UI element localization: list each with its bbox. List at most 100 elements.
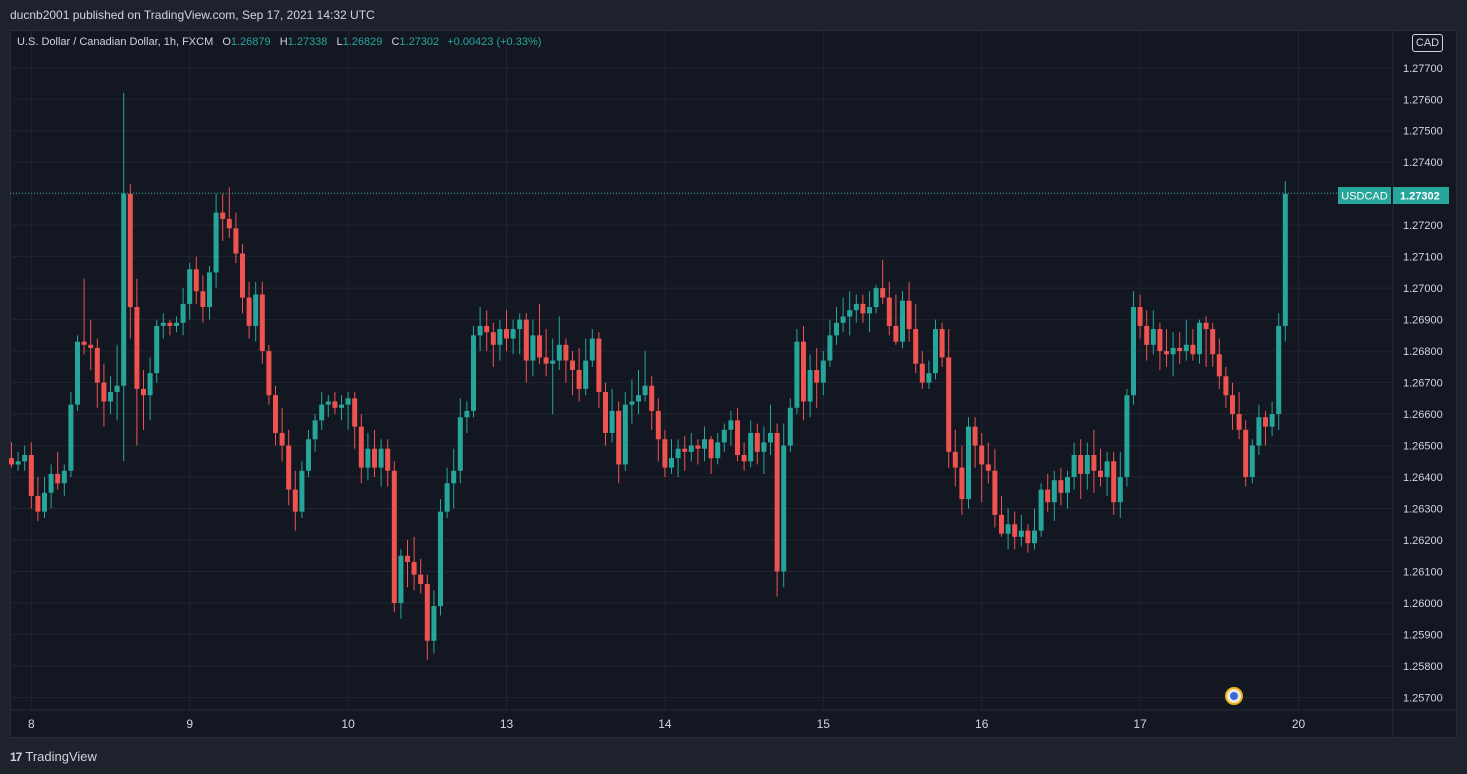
candle-down xyxy=(134,278,140,446)
candle-down xyxy=(484,310,490,352)
candle-down xyxy=(616,401,622,484)
candle-down xyxy=(385,439,391,487)
candle-body xyxy=(880,288,886,298)
candle-body xyxy=(1065,477,1070,493)
candle-body xyxy=(35,495,41,512)
candle-up xyxy=(820,351,826,396)
time-tick-label: 8 xyxy=(28,717,35,731)
candle-body xyxy=(81,341,87,345)
candle-body xyxy=(748,432,754,462)
time-axis[interactable]: 8 9 10 13 14 15 16 17 20 xyxy=(28,717,1306,731)
candle-down xyxy=(913,303,919,374)
candle-down xyxy=(391,461,397,613)
candle-body xyxy=(1269,414,1275,427)
candle-body xyxy=(688,445,694,452)
candle-up xyxy=(761,426,767,474)
candle-up xyxy=(873,285,879,314)
candle-up xyxy=(451,448,457,509)
candle-body xyxy=(1005,524,1011,534)
candle-body xyxy=(662,439,668,468)
candle-body xyxy=(1170,347,1176,355)
candle-body xyxy=(985,464,991,471)
candle-body xyxy=(477,325,483,336)
candle-down xyxy=(81,278,87,355)
candle-body xyxy=(180,303,186,323)
candle-down xyxy=(1111,451,1117,515)
footer-bar xyxy=(0,738,1467,774)
candle-body xyxy=(715,442,721,459)
candle-body xyxy=(246,297,252,326)
candle-body xyxy=(9,458,14,465)
candle-body xyxy=(761,442,767,452)
chart-pane[interactable] xyxy=(10,30,1457,738)
candle-body xyxy=(695,445,701,449)
candle-body xyxy=(1137,307,1143,326)
candle-down xyxy=(985,442,991,484)
candle-body xyxy=(319,404,325,421)
candle-body xyxy=(1104,461,1110,478)
candle-down xyxy=(332,392,338,415)
candle-body xyxy=(1084,455,1090,474)
candle-up xyxy=(464,401,470,433)
candle-body xyxy=(900,300,905,342)
candle-up xyxy=(477,307,483,352)
candle-body xyxy=(728,420,734,430)
candle-down xyxy=(992,448,998,528)
candle-body xyxy=(1243,429,1249,478)
candle-down xyxy=(141,370,146,430)
candle-body xyxy=(530,335,536,361)
candle-down xyxy=(279,407,285,462)
candle-body xyxy=(1249,445,1255,478)
candle-body xyxy=(787,407,793,446)
candle-body xyxy=(418,574,424,585)
candle-body xyxy=(220,212,226,219)
symbol-description[interactable]: U.S. Dollar / Canadian Dollar, 1h, FXCM xyxy=(17,36,214,48)
price-tick-label: 1.26000 xyxy=(1403,598,1443,610)
candle-body xyxy=(484,325,490,333)
candle-body xyxy=(233,228,239,254)
candle-body xyxy=(68,404,74,471)
candle-down xyxy=(1223,366,1229,408)
close-label: C xyxy=(391,36,400,48)
candle-up xyxy=(517,313,523,355)
candle-up xyxy=(345,392,351,430)
candle-up xyxy=(325,395,331,418)
candle-up xyxy=(642,351,648,402)
candle-down xyxy=(9,442,14,468)
candle-down xyxy=(424,574,430,660)
candle-body xyxy=(306,439,311,471)
tradingview-logo[interactable]: 17 TradingView xyxy=(10,749,97,764)
candle-body xyxy=(847,310,853,317)
candle-body xyxy=(1025,530,1031,544)
candle-down xyxy=(576,347,582,402)
candle-body xyxy=(510,329,516,339)
candle-body xyxy=(669,458,674,468)
candle-body xyxy=(88,344,94,348)
candle-body xyxy=(523,319,529,361)
candle-body xyxy=(820,360,826,383)
candle-up xyxy=(807,354,813,418)
candle-body xyxy=(1230,395,1235,415)
candle-body xyxy=(273,395,278,433)
candle-body xyxy=(1157,329,1163,352)
candle-down xyxy=(240,244,245,314)
candle-down xyxy=(801,325,806,421)
candle-body xyxy=(1276,325,1282,415)
candle-body xyxy=(543,357,549,364)
candle-body xyxy=(411,562,417,575)
candle-down xyxy=(55,451,61,490)
candle-up xyxy=(187,262,193,320)
candle-down xyxy=(266,344,272,405)
price-tag-symbol-box xyxy=(1338,187,1391,204)
candle-body xyxy=(801,341,806,402)
candle-up xyxy=(675,439,681,478)
candle-down xyxy=(1203,316,1209,367)
us-flag-event-icon[interactable] xyxy=(1225,687,1243,705)
candle-down xyxy=(814,347,820,408)
price-tick-label: 1.26200 xyxy=(1403,535,1443,547)
currency-tag[interactable]: CAD xyxy=(1412,34,1443,52)
price-axis[interactable]: 1.25700 1.25800 1.25900 1.26000 1.26100 1.262… xyxy=(1403,63,1443,705)
change-value: +0.00423 (+0.33%) xyxy=(447,36,542,48)
candle-down xyxy=(200,275,206,323)
